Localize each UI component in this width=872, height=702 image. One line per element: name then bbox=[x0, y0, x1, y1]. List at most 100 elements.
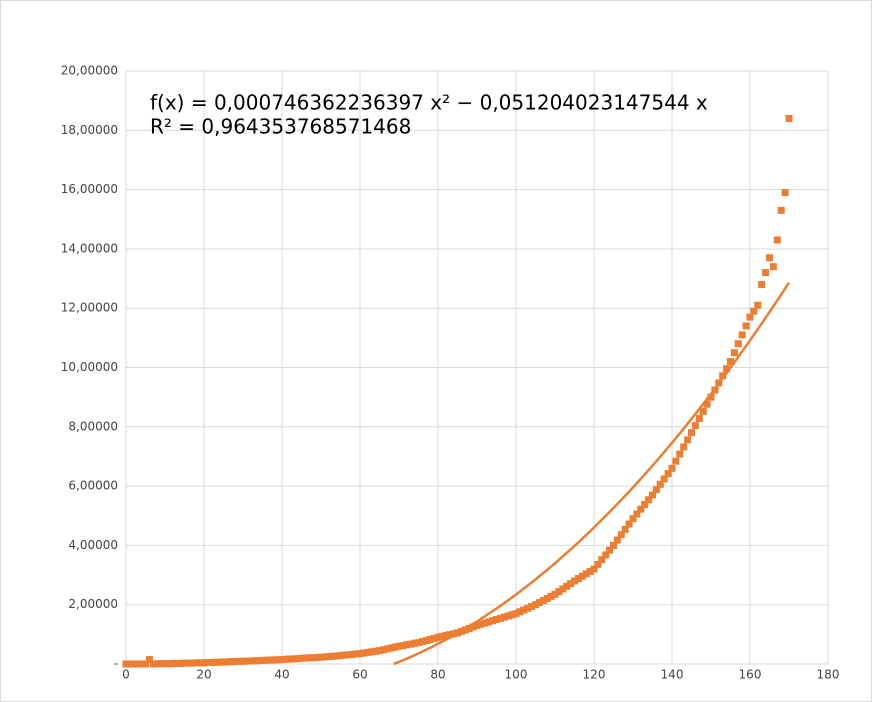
scatter-point bbox=[235, 657, 243, 665]
scatter-point bbox=[430, 635, 438, 643]
scatter-point bbox=[691, 422, 699, 430]
scatter-point bbox=[688, 429, 695, 437]
scatter-point bbox=[403, 641, 411, 649]
scatter-point bbox=[543, 594, 551, 602]
y-tick-label: 6,00000 bbox=[68, 479, 118, 493]
scatter-point bbox=[376, 647, 383, 655]
scatter-point bbox=[208, 659, 216, 667]
scatter-point bbox=[184, 659, 192, 667]
scatter-point bbox=[301, 654, 309, 662]
scatter-point bbox=[192, 659, 200, 667]
scatter-point bbox=[602, 551, 610, 559]
scatter-point bbox=[508, 611, 516, 619]
scatter-point bbox=[313, 653, 321, 661]
y-tick-label: 14,00000 bbox=[61, 241, 118, 255]
scatter-point bbox=[500, 613, 508, 621]
scatter-point bbox=[321, 653, 329, 661]
scatter-point bbox=[274, 656, 282, 664]
scatter-point bbox=[165, 660, 173, 668]
scatter-point bbox=[680, 443, 688, 451]
scatter-point bbox=[142, 660, 149, 668]
scatter-point bbox=[637, 505, 645, 513]
scatter-point bbox=[477, 620, 485, 628]
scatter-point bbox=[450, 630, 458, 638]
scatter-point bbox=[188, 659, 196, 667]
scatter-point bbox=[532, 601, 539, 609]
scatter-point bbox=[200, 659, 208, 667]
scatter-point bbox=[278, 656, 286, 664]
x-tick-label: 100 bbox=[505, 668, 528, 682]
scatter-point bbox=[649, 491, 656, 499]
scatter-point bbox=[379, 646, 387, 654]
scatter-point bbox=[196, 659, 204, 667]
scatter-point bbox=[766, 254, 773, 262]
scatter-point bbox=[738, 331, 746, 339]
scatter-point bbox=[571, 577, 578, 585]
y-tick-label: 12,00000 bbox=[61, 301, 118, 315]
scatter-point bbox=[742, 322, 750, 330]
scatter-point bbox=[715, 379, 723, 387]
scatter-point bbox=[493, 616, 500, 624]
scatter-point bbox=[465, 624, 473, 632]
scatter-point bbox=[758, 280, 766, 288]
scatter-point bbox=[294, 655, 302, 663]
scatter-point bbox=[524, 604, 532, 612]
scatter-point bbox=[223, 658, 231, 666]
scatter-point bbox=[473, 621, 481, 629]
y-tick-label: 20,00000 bbox=[61, 64, 118, 78]
x-tick-label: 20 bbox=[196, 668, 211, 682]
scatter-point bbox=[442, 632, 450, 640]
scatter-point bbox=[454, 629, 461, 637]
scatter-point bbox=[535, 599, 543, 607]
scatter-point bbox=[422, 637, 430, 645]
scatter-point bbox=[528, 602, 536, 610]
scatter-point bbox=[723, 365, 731, 373]
scatter-point bbox=[145, 656, 153, 664]
scatter-point bbox=[777, 206, 785, 214]
scatter-point bbox=[785, 114, 793, 122]
scatter-point bbox=[695, 414, 703, 422]
scatter-point bbox=[699, 407, 707, 415]
scatter-point bbox=[586, 567, 594, 575]
scatter-point bbox=[383, 645, 391, 653]
scatter-point bbox=[578, 572, 586, 580]
scatter-point bbox=[266, 656, 274, 664]
x-tick-label: 80 bbox=[430, 668, 445, 682]
scatter-point bbox=[270, 656, 278, 664]
scatter-point bbox=[239, 657, 247, 665]
y-tick-label: - bbox=[114, 657, 118, 671]
x-tick-label: 0 bbox=[122, 668, 130, 682]
scatter-point bbox=[457, 627, 465, 635]
scatter-point bbox=[161, 660, 169, 668]
scatter-point bbox=[247, 657, 255, 665]
scatter-point bbox=[344, 651, 352, 659]
scatter-point bbox=[539, 597, 547, 605]
scatter-point bbox=[204, 659, 212, 667]
scatter-point bbox=[352, 650, 360, 658]
scatter-point bbox=[754, 301, 762, 309]
scatter-point bbox=[262, 656, 270, 664]
scatter-point bbox=[617, 531, 625, 539]
scatter-point bbox=[286, 655, 294, 663]
scatter-point bbox=[181, 659, 188, 667]
scatter-point bbox=[750, 307, 758, 315]
scatter-point bbox=[769, 263, 777, 271]
x-tick-label: 60 bbox=[352, 668, 367, 682]
scatter-point bbox=[621, 525, 629, 533]
scatter-point bbox=[734, 340, 742, 348]
scatter-point bbox=[598, 556, 606, 564]
scatter-point bbox=[173, 659, 181, 667]
scatter-point bbox=[672, 457, 680, 465]
scatter-point bbox=[325, 653, 333, 661]
scatter-point bbox=[582, 570, 590, 578]
scatter-point bbox=[567, 580, 575, 588]
scatter-point bbox=[411, 639, 419, 647]
scatter-point bbox=[387, 644, 395, 652]
scatter-point bbox=[606, 546, 614, 554]
scatter-point bbox=[340, 651, 348, 659]
y-tick-label: 4,00000 bbox=[68, 538, 118, 552]
scatter-point bbox=[727, 358, 734, 366]
scatter-point bbox=[251, 657, 259, 665]
